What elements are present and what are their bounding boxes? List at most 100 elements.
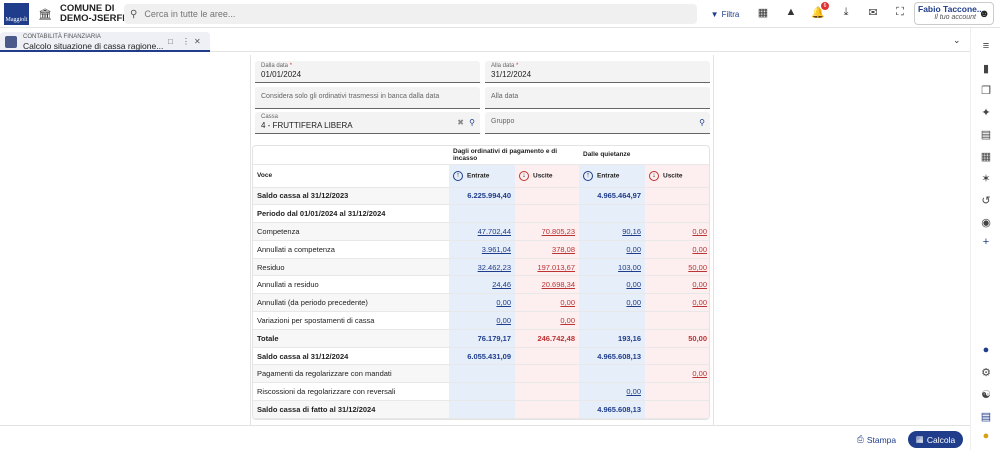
gear-icon[interactable]: ⚙ [981,367,991,379]
arrow-up-icon: ↑ [583,170,593,181]
amount-cell [579,364,645,384]
amount-cell[interactable]: 50,00 [645,258,709,277]
organization-name[interactable]: COMUNE DI DEMO-JSERFIN [60,3,132,24]
amount-cell[interactable]: 103,00 [579,258,645,277]
entrate-header: ↑ Entrate [579,164,645,188]
table-row: Residuo 32.462,23 197.013,67 103,00 50,00 [253,258,709,277]
amount-cell[interactable]: 0,00 [449,293,515,313]
amount-cell [449,400,515,419]
row-label: Annullati a competenza [253,240,449,259]
gruppo-field[interactable]: Gruppo ⚲ [485,112,710,134]
amount-cell[interactable]: 0,00 [579,382,645,402]
amount-cell: 6.225.994,40 [449,187,515,206]
maggioli-logo[interactable]: Maggioli [4,3,29,25]
close-icon[interactable]: ✕ [194,37,201,46]
amount-cell: 6.055.431,09 [449,347,515,366]
network-icon[interactable]: ✶ [981,173,991,185]
pin-icon[interactable]: ✦ [981,107,991,119]
dashboard-icon[interactable]: ▦ [757,7,769,19]
alla-data-field[interactable]: Alla data * 31/12/2024 [485,61,710,83]
copy-icon[interactable]: ❐ [981,85,991,97]
amount-cell[interactable]: 32.462,23 [449,258,515,277]
amount-cell[interactable]: 3.961,04 [449,240,515,259]
dalla-data-field[interactable]: Dalla data * 01/01/2024 [255,61,480,83]
top-bar: Maggioli 🏛 COMUNE DI DEMO-JSERFIN ⚲ ▼ Fi… [0,0,1000,28]
amount-cell[interactable]: 0,00 [579,275,645,295]
amount-cell[interactable]: 0,00 [645,364,709,384]
amount-cell[interactable]: 0,00 [449,311,515,330]
accessibility-icon[interactable]: ☯ [981,389,991,401]
considera-data-field[interactable]: Considera solo gli ordinativi trasmessi … [255,87,480,109]
amount-cell [645,382,709,402]
coins-icon[interactable]: ◉ [981,217,991,229]
arrow-down-icon: ↓ [649,170,659,181]
amount-cell[interactable]: 90,16 [579,222,645,241]
row-label: Periodo dal 01/01/2024 al 31/12/2024 [253,204,449,224]
amount-cell [515,382,579,402]
stampa-button[interactable]: ⎙ Stampa [857,434,897,445]
add-icon[interactable]: + [982,236,990,248]
mail-icon[interactable]: ✉ [868,7,878,19]
amount-cell [515,400,579,419]
amount-cell[interactable]: 197.013,67 [515,258,579,277]
amount-cell: 193,16 [579,329,645,348]
amount-cell [645,347,709,366]
cash-situation-table: Dagli ordinativi di pagamento e di incas… [252,145,710,420]
row-label: Annullati a residuo [253,275,449,295]
search-icon[interactable]: ⚲ [699,118,705,127]
amount-cell [515,187,579,206]
arrow-up-icon: ↑ [453,170,463,181]
amount-cell[interactable]: 0,00 [645,222,709,241]
search-input[interactable] [144,9,545,19]
amount-cell[interactable]: 378,08 [515,240,579,259]
amount-cell[interactable]: 70.805,23 [515,222,579,241]
uscite-header: ↓ Uscite [645,164,709,188]
tab-bar: CONTABILITÀ FINANZIARIA Calcolo situazio… [0,28,970,52]
amount-cell: 4.965.608,13 [579,400,645,419]
filter-button[interactable]: ▼ Filtra [710,9,740,19]
amount-cell[interactable]: 0,00 [579,293,645,313]
module-icon [5,36,17,48]
search-icon[interactable]: ⚲ [469,118,475,127]
amount-cell[interactable]: 0,00 [515,311,579,330]
chevron-down-icon[interactable]: ⌄ [953,35,961,45]
help-icon[interactable]: ● [982,430,990,442]
row-label: Variazioni per spostamenti di cassa [253,311,449,330]
calcola-button[interactable]: ▦ Calcola [908,431,963,448]
amount-cell[interactable]: 24,46 [449,275,515,295]
cassa-field[interactable]: Cassa 4 - FRUTTIFERA LIBERA ✖ ⚲ [255,112,480,134]
amount-cell[interactable]: 47.702,44 [449,222,515,241]
amount-cell[interactable]: 0,00 [579,240,645,259]
alla-data-trasmissione-field[interactable]: Alla data [485,87,710,109]
document-icon[interactable]: ▤ [980,129,992,141]
table-row: Saldo cassa al 31/12/2024 6.055.431,09 4.9… [253,347,709,366]
global-search[interactable]: ⚲ [124,4,697,24]
more-icon[interactable]: ⋮ [182,37,190,46]
warning-icon[interactable]: ▲ [785,6,797,18]
fullscreen-icon[interactable]: ⛶ [896,6,904,18]
amount-cell[interactable]: 0,00 [645,275,709,295]
table-row: Riscossioni da regolarizzare con reversa… [253,382,709,402]
book-icon[interactable]: ▮ [982,63,990,75]
amount-cell[interactable]: 0,00 [645,240,709,259]
calculator-icon[interactable]: ▦ [980,151,992,163]
table-row: Competenza 47.702,44 70.805,23 90,16 0,00 [253,222,709,241]
history-icon[interactable]: ↺ [981,195,991,207]
amount-cell [645,400,709,419]
clear-icon[interactable]: ✖ [457,118,464,127]
amount-cell [645,311,709,330]
bookmark-icon[interactable]: □ [168,37,173,46]
download-icon[interactable]: ⤓ [843,6,849,18]
list-icon[interactable]: ≡ [982,40,990,52]
bottom-bar: ⎙ Stampa ▦ Calcola [0,425,970,450]
amount-cell[interactable]: 0,00 [645,293,709,313]
search-icon: ⚲ [130,8,138,20]
chat-icon[interactable]: ▤ [980,411,992,423]
amount-cell [449,364,515,384]
bell-icon[interactable]: 🔔 [811,7,825,19]
user-account-button[interactable]: Fabio Taccone... Il tuo account ☻ [914,2,994,25]
amount-cell[interactable]: 0,00 [515,293,579,313]
amount-cell[interactable]: 20.698,34 [515,275,579,295]
tab-calcolo-cassa[interactable]: CONTABILITÀ FINANZIARIA Calcolo situazio… [0,32,210,52]
location-icon[interactable]: ● [982,344,990,356]
